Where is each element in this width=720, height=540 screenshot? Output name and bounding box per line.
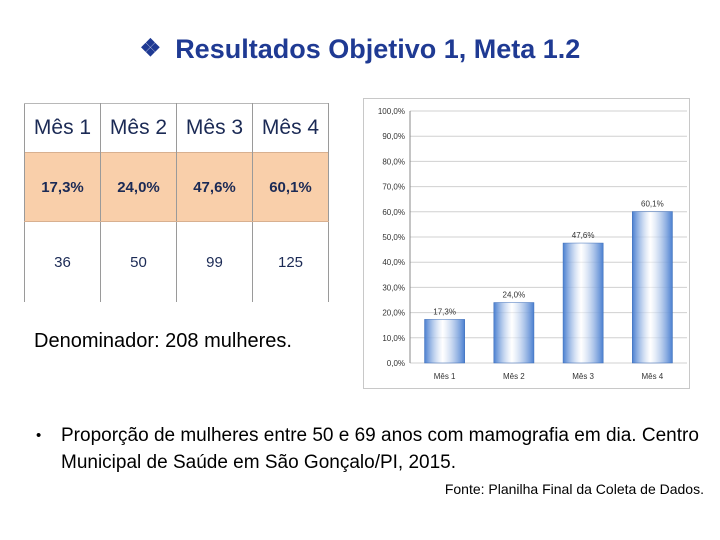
results-table: Mês 1 Mês 2 Mês 3 Mês 4 17,3% 24,0% 47,6… — [24, 103, 329, 302]
y-tick-label: 40,0% — [382, 258, 405, 267]
y-axis-ticks: 0,0% 10,0% 20,0% 30,0% 40,0% 50,0% 60,0% 70,0% 8… — [378, 107, 405, 368]
caption-text: Proporção de mulheres entre 50 e 69 anos… — [61, 425, 699, 473]
x-tick-label: Mês 2 — [503, 372, 525, 381]
data-label: 24,0% — [503, 291, 526, 300]
caption: • Proporção de mulheres entre 50 e 69 an… — [36, 422, 700, 476]
y-tick-label: 50,0% — [382, 233, 405, 242]
y-tick-label: 70,0% — [382, 183, 405, 192]
x-tick-label: Mês 3 — [572, 372, 594, 381]
bar — [632, 211, 673, 364]
y-tick-label: 60,0% — [382, 208, 405, 217]
table-count-cell: 50 — [100, 221, 177, 302]
x-tick-label: Mês 4 — [641, 372, 663, 381]
denominator-text: Denominador: 208 mulheres. — [34, 330, 292, 352]
bullet-point-icon: • — [36, 427, 42, 444]
source-note: Fonte: Planilha Final da Coleta de Dados… — [444, 481, 704, 497]
y-tick-label: 0,0% — [387, 359, 405, 368]
table-percentage-cell: 60,1% — [252, 152, 329, 222]
bar — [493, 302, 535, 364]
diamond-bullet-icon: ❖ — [139, 35, 162, 62]
data-label: 60,1% — [641, 200, 664, 209]
data-labels: 17,3% 24,0% 47,6% 60,1% — [433, 200, 663, 317]
table-count-cell: 36 — [24, 221, 101, 302]
chart-bars — [424, 211, 673, 364]
table-header-cell: Mês 2 — [100, 103, 177, 153]
table-header-cell: Mês 1 — [24, 103, 101, 153]
x-tick-label: Mês 1 — [434, 372, 456, 381]
y-tick-label: 80,0% — [382, 157, 405, 166]
y-tick-label: 30,0% — [382, 283, 405, 292]
slide-title: ❖ Resultados Objetivo 1, Meta 1.2 — [0, 34, 720, 65]
slide-title-text: Resultados Objetivo 1, Meta 1.2 — [175, 34, 581, 64]
table-percentage-cell: 47,6% — [176, 152, 253, 222]
data-label: 47,6% — [572, 231, 595, 240]
bar — [424, 319, 465, 364]
table-count-row: 36 50 99 125 — [24, 221, 329, 302]
data-label: 17,3% — [433, 307, 456, 316]
bar-chart: 0,0% 10,0% 20,0% 30,0% 40,0% 50,0% 60,0% 70,0% 8… — [363, 98, 690, 389]
y-tick-label: 90,0% — [382, 132, 405, 141]
table-percentage-cell: 17,3% — [24, 152, 101, 222]
table-header-cell: Mês 4 — [252, 103, 329, 153]
table-header-cell: Mês 3 — [176, 103, 253, 153]
table-count-cell: 125 — [252, 221, 329, 302]
y-tick-label: 10,0% — [382, 334, 405, 343]
table-percentage-row: 17,3% 24,0% 47,6% 60,1% — [24, 152, 329, 222]
bar — [562, 242, 604, 364]
y-tick-label: 20,0% — [382, 309, 405, 318]
x-axis-ticks: Mês 1 Mês 2 Mês 3 Mês 4 — [434, 372, 664, 381]
table-percentage-cell: 24,0% — [100, 152, 177, 222]
table-count-cell: 99 — [176, 221, 253, 302]
table-header-row: Mês 1 Mês 2 Mês 3 Mês 4 — [24, 103, 329, 153]
y-tick-label: 100,0% — [378, 107, 405, 116]
